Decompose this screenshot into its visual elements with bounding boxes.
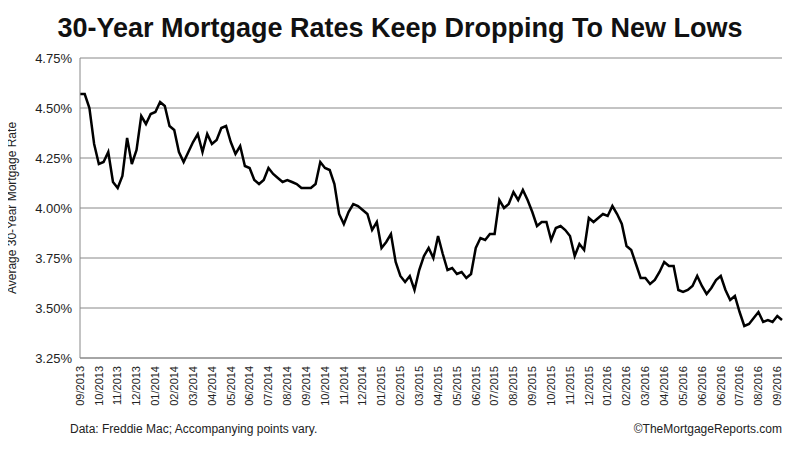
svg-text:06/2014: 06/2014 <box>243 366 255 406</box>
svg-text:3.50%: 3.50% <box>35 301 72 316</box>
svg-text:07/2016: 07/2016 <box>733 366 745 406</box>
svg-text:04/2014: 04/2014 <box>206 366 218 406</box>
svg-text:3.75%: 3.75% <box>35 251 72 266</box>
svg-text:02/2015: 02/2015 <box>394 366 406 406</box>
svg-text:04/2016: 04/2016 <box>658 366 670 406</box>
svg-text:12/2014: 12/2014 <box>356 366 368 406</box>
svg-text:4.25%: 4.25% <box>35 151 72 166</box>
svg-text:Average 30-Year Mortgage Rate: Average 30-Year Mortgage Rate <box>8 122 19 294</box>
svg-text:04/2015: 04/2015 <box>432 366 444 406</box>
svg-text:02/2014: 02/2014 <box>168 366 180 406</box>
svg-text:4.50%: 4.50% <box>35 101 72 116</box>
html-text:©TheMortgageReports.com: ©TheMortgageReports.com <box>633 422 782 436</box>
svg-text:03/2014: 03/2014 <box>187 366 199 406</box>
svg-text:01/2014: 01/2014 <box>149 366 161 406</box>
svg-text:06/2016: 06/2016 <box>715 366 727 406</box>
svg-text:03/2016: 03/2016 <box>639 366 651 406</box>
svg-text:4.00%: 4.00% <box>35 201 72 216</box>
svg-text:01/2016: 01/2016 <box>601 366 613 406</box>
svg-text:09/2016: 09/2016 <box>771 366 783 406</box>
svg-text:10/2013: 10/2013 <box>93 366 105 406</box>
svg-text:12/2015: 12/2015 <box>583 366 595 406</box>
svg-text:11/2015: 11/2015 <box>564 366 576 405</box>
svg-text:10/2015: 10/2015 <box>545 366 557 406</box>
svg-text:12/2013: 12/2013 <box>130 366 142 406</box>
svg-text:06/2016: 06/2016 <box>696 366 708 406</box>
svg-text:11/2013: 11/2013 <box>112 366 124 405</box>
svg-text:08/2014: 08/2014 <box>281 366 293 406</box>
svg-text:10/2014: 10/2014 <box>319 366 331 406</box>
svg-text:11/2014: 11/2014 <box>338 366 350 405</box>
svg-text:09/2015: 09/2015 <box>526 366 538 406</box>
svg-text:08/2015: 08/2015 <box>507 366 519 406</box>
svg-text:09/2013: 09/2013 <box>74 366 86 406</box>
svg-text:3.25%: 3.25% <box>35 351 72 366</box>
svg-text:07/2014: 07/2014 <box>262 366 274 406</box>
html-text:30-Year Mortgage Rates Keep Dr: 30-Year Mortgage Rates Keep Dropping To … <box>57 13 743 43</box>
svg-text:09/2014: 09/2014 <box>300 366 312 406</box>
svg-text:01/2015: 01/2015 <box>375 366 387 406</box>
html-text:Data: Freddie Mac; Accompanyin: Data: Freddie Mac; Accompanying points v… <box>70 422 318 436</box>
svg-text:05/2015: 05/2015 <box>451 366 463 406</box>
svg-text:4.75%: 4.75% <box>35 51 72 66</box>
svg-text:05/2014: 05/2014 <box>225 366 237 406</box>
svg-text:08/2016: 08/2016 <box>752 366 764 406</box>
svg-text:07/2015: 07/2015 <box>488 366 500 406</box>
svg-text:03/2015: 03/2015 <box>413 366 425 406</box>
svg-text:02/2016: 02/2016 <box>620 366 632 406</box>
svg-text:06/2015: 06/2015 <box>470 366 482 406</box>
svg-text:05/2016: 05/2016 <box>677 366 689 406</box>
